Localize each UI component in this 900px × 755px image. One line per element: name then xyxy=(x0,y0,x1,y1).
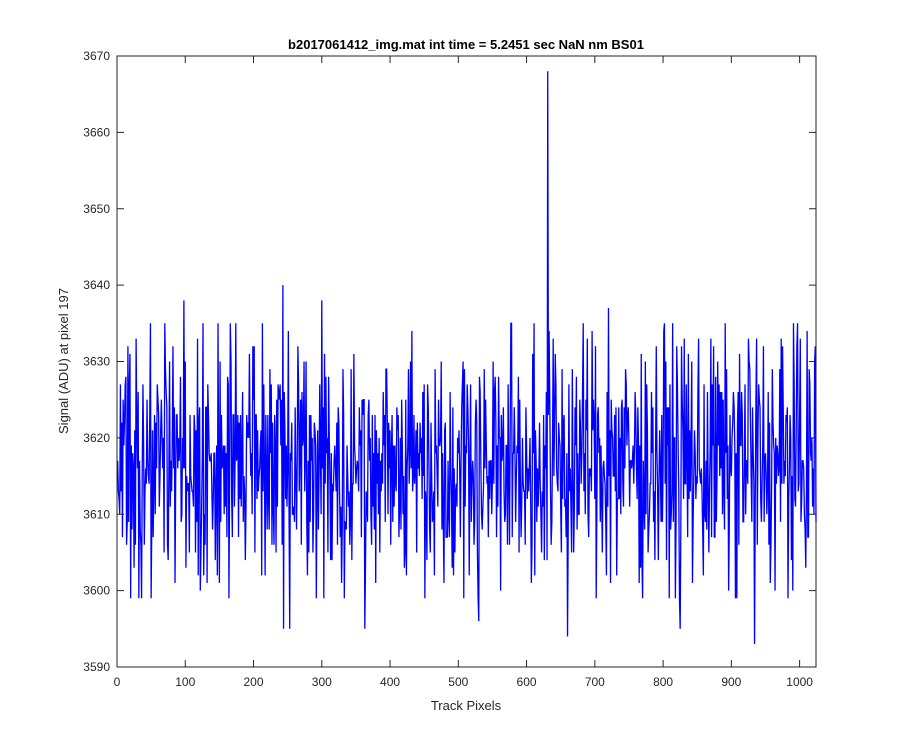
y-tick-label: 3650 xyxy=(83,202,110,216)
y-tick-label: 3660 xyxy=(83,125,110,139)
x-tick-label: 800 xyxy=(653,675,673,689)
y-tick-label: 3630 xyxy=(83,355,110,369)
y-tick-label: 3640 xyxy=(83,278,110,292)
y-tick-label: 3590 xyxy=(83,660,110,674)
x-tick-label: 600 xyxy=(517,675,537,689)
x-tick-label: 500 xyxy=(448,675,468,689)
y-axis-label: Signal (ADU) at pixel 197 xyxy=(56,288,71,434)
y-tick-label: 3610 xyxy=(83,507,110,521)
x-tick-label: 0 xyxy=(114,675,121,689)
chart-title: b2017061412_img.mat int time = 5.2451 se… xyxy=(288,37,644,52)
x-tick-label: 700 xyxy=(585,675,605,689)
x-tick-label: 900 xyxy=(721,675,741,689)
x-tick-label: 100 xyxy=(175,675,195,689)
x-tick-label: 400 xyxy=(380,675,400,689)
plot-area xyxy=(116,55,817,668)
signal-series-line xyxy=(117,71,817,645)
x-axis-label: Track Pixels xyxy=(431,698,502,713)
y-tick-label: 3620 xyxy=(83,431,110,445)
x-tick-label: 1000 xyxy=(786,675,813,689)
x-tick-label: 200 xyxy=(244,675,264,689)
y-tick-label: 3600 xyxy=(83,584,110,598)
axis-ticks: 0 100 200 300 400 500 600 700 800 900 1000 3590 3600… xyxy=(83,49,816,689)
series-layer xyxy=(117,71,817,645)
y-tick-label: 3670 xyxy=(83,49,110,63)
x-tick-label: 300 xyxy=(312,675,332,689)
